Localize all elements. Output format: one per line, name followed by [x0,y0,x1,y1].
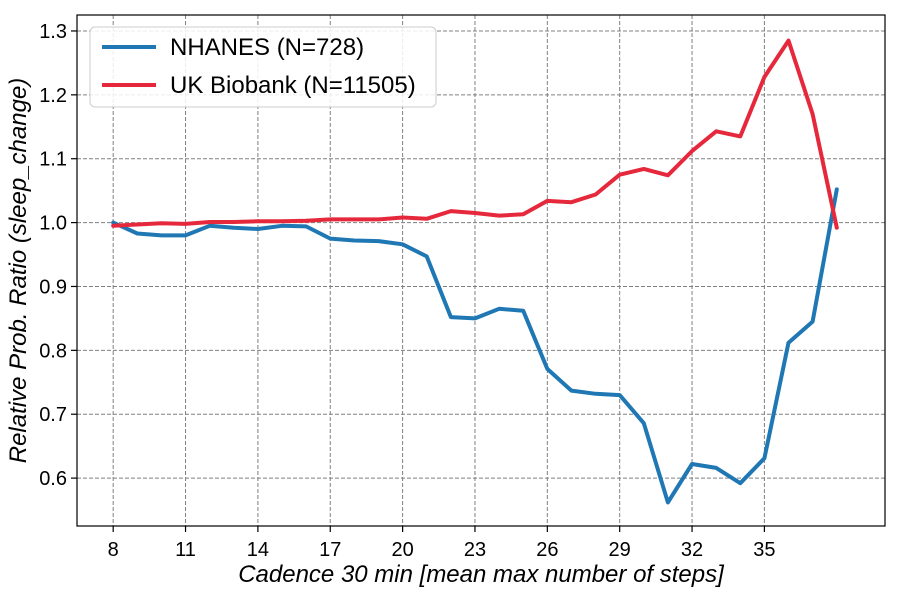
y-tick-label: 0.9 [39,276,67,298]
y-tick-label: 0.7 [39,404,67,426]
x-tick-label: 20 [391,539,413,561]
x-tick-label: 23 [464,539,486,561]
x-tick-label: 29 [609,539,631,561]
legend-label: NHANES (N=728) [170,34,364,61]
x-tick-label: 11 [175,539,196,561]
y-tick-label: 1.0 [39,213,67,235]
y-tick-label: 1.2 [39,85,67,107]
legend: NHANES (N=728) UK Biobank (N=11505) [89,26,437,108]
y-tick-label: 1.1 [39,149,67,171]
y-axis-title: Relative Prob. Ratio (sleep_change) [5,78,32,464]
x-tick-label: 17 [319,539,341,561]
x-tick-label: 14 [247,539,269,561]
legend-label: UK Biobank (N=11505) [170,72,416,99]
x-tick-label: 26 [536,539,558,561]
y-tick-label: 0.6 [39,468,67,490]
x-axis-title: Cadence 30 min [mean max number of steps… [238,561,725,588]
y-tick-label: 0.8 [39,340,67,362]
series-line-1 [111,187,839,505]
series-lines [111,38,839,505]
y-tick-label: 1.3 [39,21,67,43]
plot-frame [76,14,886,527]
x-axis-ticks: 8 11 14 17 20 23 26 29 32 35 [108,526,776,561]
x-tick-label: 8 [108,539,119,561]
y-axis-ticks: 0.6 0.7 0.8 0.9 1.0 1.1 1.2 1.3 [39,21,77,490]
x-tick-label: 35 [753,539,775,561]
x-tick-label: 32 [681,539,703,561]
legend-box [89,26,437,108]
series-line-2 [111,38,839,230]
